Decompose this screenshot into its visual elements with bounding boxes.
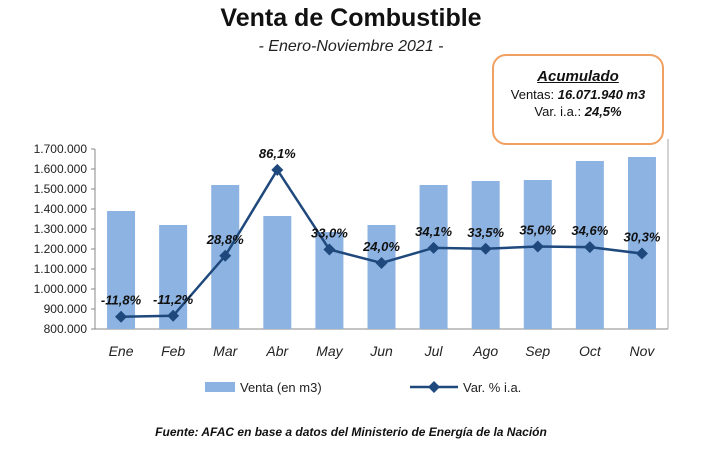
line-marker xyxy=(427,241,440,254)
bar xyxy=(263,216,292,329)
x-tick-label: Abr xyxy=(265,343,289,359)
y-tick-label: 1.400.000 xyxy=(34,202,88,216)
data-label: 34,1% xyxy=(415,224,452,239)
line-marker xyxy=(375,257,388,269)
data-label: -11,2% xyxy=(153,292,194,307)
x-tick-label: Jul xyxy=(424,343,444,359)
x-tick-label: Ene xyxy=(109,343,134,359)
data-label: 35,0% xyxy=(519,223,556,238)
line-marker xyxy=(271,163,284,176)
line-marker xyxy=(115,310,128,323)
data-label: 33,5% xyxy=(467,225,504,240)
bar xyxy=(367,225,396,329)
x-tick-label: May xyxy=(316,343,343,359)
line-marker xyxy=(167,309,180,322)
x-tick-label: Jun xyxy=(369,343,393,359)
legend-line-label: Var. % i.a. xyxy=(463,380,521,395)
sales-value: 16.071.940 m3 xyxy=(557,87,646,102)
x-tick-label: Mar xyxy=(213,343,238,359)
x-tick-label: Ago xyxy=(472,343,498,359)
legend-bar-swatch xyxy=(205,382,235,392)
line-marker xyxy=(635,247,648,260)
bar xyxy=(419,185,448,329)
line-marker xyxy=(583,241,596,254)
sales-label: Ventas: xyxy=(510,87,558,102)
y-tick-label: 1.200.000 xyxy=(34,242,88,256)
data-label: 86,1% xyxy=(259,146,296,161)
line-marker xyxy=(479,242,492,255)
bar xyxy=(523,180,552,329)
x-tick-label: Sep xyxy=(525,343,550,359)
accumulated-sales: Ventas: 16.071.940 m3 xyxy=(494,87,662,102)
y-tick-label: 900.000 xyxy=(44,302,88,316)
x-tick-label: Oct xyxy=(579,343,602,359)
data-label: 33,0% xyxy=(311,226,348,241)
chart-title: Venta de Combustible xyxy=(220,4,482,32)
data-label: 24,0% xyxy=(362,239,400,254)
bar xyxy=(471,181,500,329)
y-tick-label: 1.100.000 xyxy=(34,262,88,276)
accumulated-box: Acumulado Ventas: 16.071.940 m3 Var. i.a… xyxy=(492,54,664,145)
y-tick-label: 1.500.000 xyxy=(34,182,88,196)
y-tick-label: 1.300.000 xyxy=(34,222,88,236)
data-label: 34,6% xyxy=(571,223,608,238)
legend-bar-label: Venta (en m3) xyxy=(240,380,322,395)
y-tick-label: 800.000 xyxy=(44,322,88,336)
legend-line-marker xyxy=(428,381,440,393)
x-tick-label: Feb xyxy=(161,343,185,359)
bar xyxy=(107,211,136,329)
source-note: Fuente: AFAC en base a datos del Ministe… xyxy=(155,425,547,439)
chart-subtitle: - Enero-Noviembre 2021 - xyxy=(258,38,444,55)
accumulated-var: Var. i.a.: 24,5% xyxy=(494,104,662,119)
data-label: -11,8% xyxy=(101,293,142,308)
line-marker xyxy=(531,240,544,253)
x-tick-label: Nov xyxy=(630,343,656,359)
accumulated-heading: Acumulado xyxy=(537,68,619,85)
y-tick-label: 1.700.000 xyxy=(34,142,88,156)
line-marker xyxy=(219,249,232,262)
data-label: 28,8% xyxy=(206,232,244,247)
bar xyxy=(627,157,656,329)
var-value: 24,5% xyxy=(584,104,622,119)
line-marker xyxy=(323,243,336,256)
y-tick-label: 1.600.000 xyxy=(34,162,88,176)
data-label: 30,3% xyxy=(624,230,661,245)
y-tick-label: 1.000.000 xyxy=(34,282,88,296)
var-label: Var. i.a.: xyxy=(534,104,585,119)
